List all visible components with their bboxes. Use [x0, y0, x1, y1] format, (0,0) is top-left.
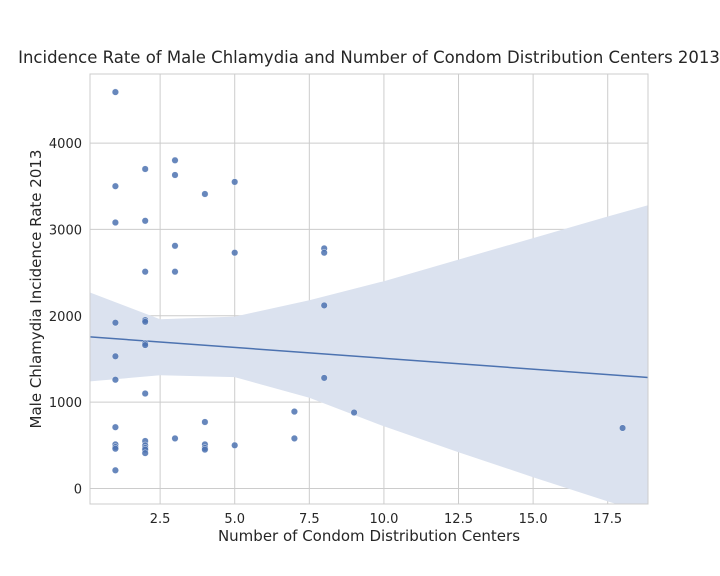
- scatter-point: [141, 390, 149, 398]
- x-tick-label: 2.5: [150, 512, 171, 527]
- scatter-point: [231, 441, 239, 449]
- y-tick-label: 1000: [49, 396, 82, 411]
- scatter-point: [111, 88, 119, 96]
- x-tick-label: 7.5: [299, 512, 320, 527]
- scatter-point: [201, 190, 209, 198]
- scatter-point: [111, 319, 119, 327]
- x-tick-label: 5.0: [224, 512, 245, 527]
- y-tick-label: 4000: [49, 137, 82, 152]
- regression-line-layer: [90, 336, 648, 379]
- scatter-point: [290, 434, 298, 442]
- scatter-point: [141, 217, 149, 225]
- y-tick-labels: 0 1000 2000 3000 4000: [49, 137, 82, 497]
- x-tick-label: 17.5: [593, 512, 622, 527]
- scatter-point: [171, 434, 179, 442]
- scatter-point: [111, 352, 119, 360]
- scatter-point: [141, 341, 149, 349]
- scatter-point: [141, 165, 149, 173]
- scatter-point: [141, 318, 149, 326]
- scatter-point: [201, 418, 209, 426]
- x-tick-label: 10.0: [369, 512, 398, 527]
- scatter-point: [619, 424, 627, 432]
- x-tick-label: 12.5: [444, 512, 473, 527]
- x-axis-label: Number of Condom Distribution Centers: [218, 527, 520, 545]
- scatter-point: [171, 268, 179, 276]
- y-tick-label: 2000: [49, 310, 82, 325]
- scatter-point: [201, 446, 209, 454]
- confidence-band: [90, 205, 648, 504]
- scatter-point: [111, 423, 119, 431]
- scatter-point: [111, 218, 119, 226]
- scatter-point: [320, 249, 328, 257]
- scatter-point: [111, 445, 119, 453]
- scatter-point: [171, 156, 179, 164]
- y-tick-label: 0: [74, 482, 82, 497]
- chart-title: Incidence Rate of Male Chlamydia and Num…: [18, 48, 720, 67]
- scatter-point: [111, 466, 119, 474]
- y-axis-label: Male Chlamydia Incidence Rate 2013: [27, 150, 45, 429]
- x-tick-label: 15.0: [519, 512, 548, 527]
- scatter-point: [111, 376, 119, 384]
- plot-frame: [89, 73, 649, 505]
- confidence-band-layer: [90, 205, 648, 504]
- scatter-point: [171, 171, 179, 179]
- scatter-point: [111, 182, 119, 190]
- scatter-point: [231, 249, 239, 257]
- scatter-point: [171, 242, 179, 250]
- scatter-point: [320, 301, 328, 309]
- scatter-points: [111, 88, 627, 474]
- scatter-point: [290, 408, 298, 416]
- regression-line: [90, 336, 648, 379]
- scatter-point: [141, 268, 149, 276]
- y-tick-label: 3000: [49, 223, 82, 238]
- scatter-point: [350, 409, 358, 417]
- scatter-point: [231, 178, 239, 186]
- x-tick-labels: 2.5 5.0 7.5 10.0 12.5 15.0 17.5: [150, 512, 622, 527]
- scatter-point: [320, 374, 328, 382]
- scatter-point: [141, 449, 149, 457]
